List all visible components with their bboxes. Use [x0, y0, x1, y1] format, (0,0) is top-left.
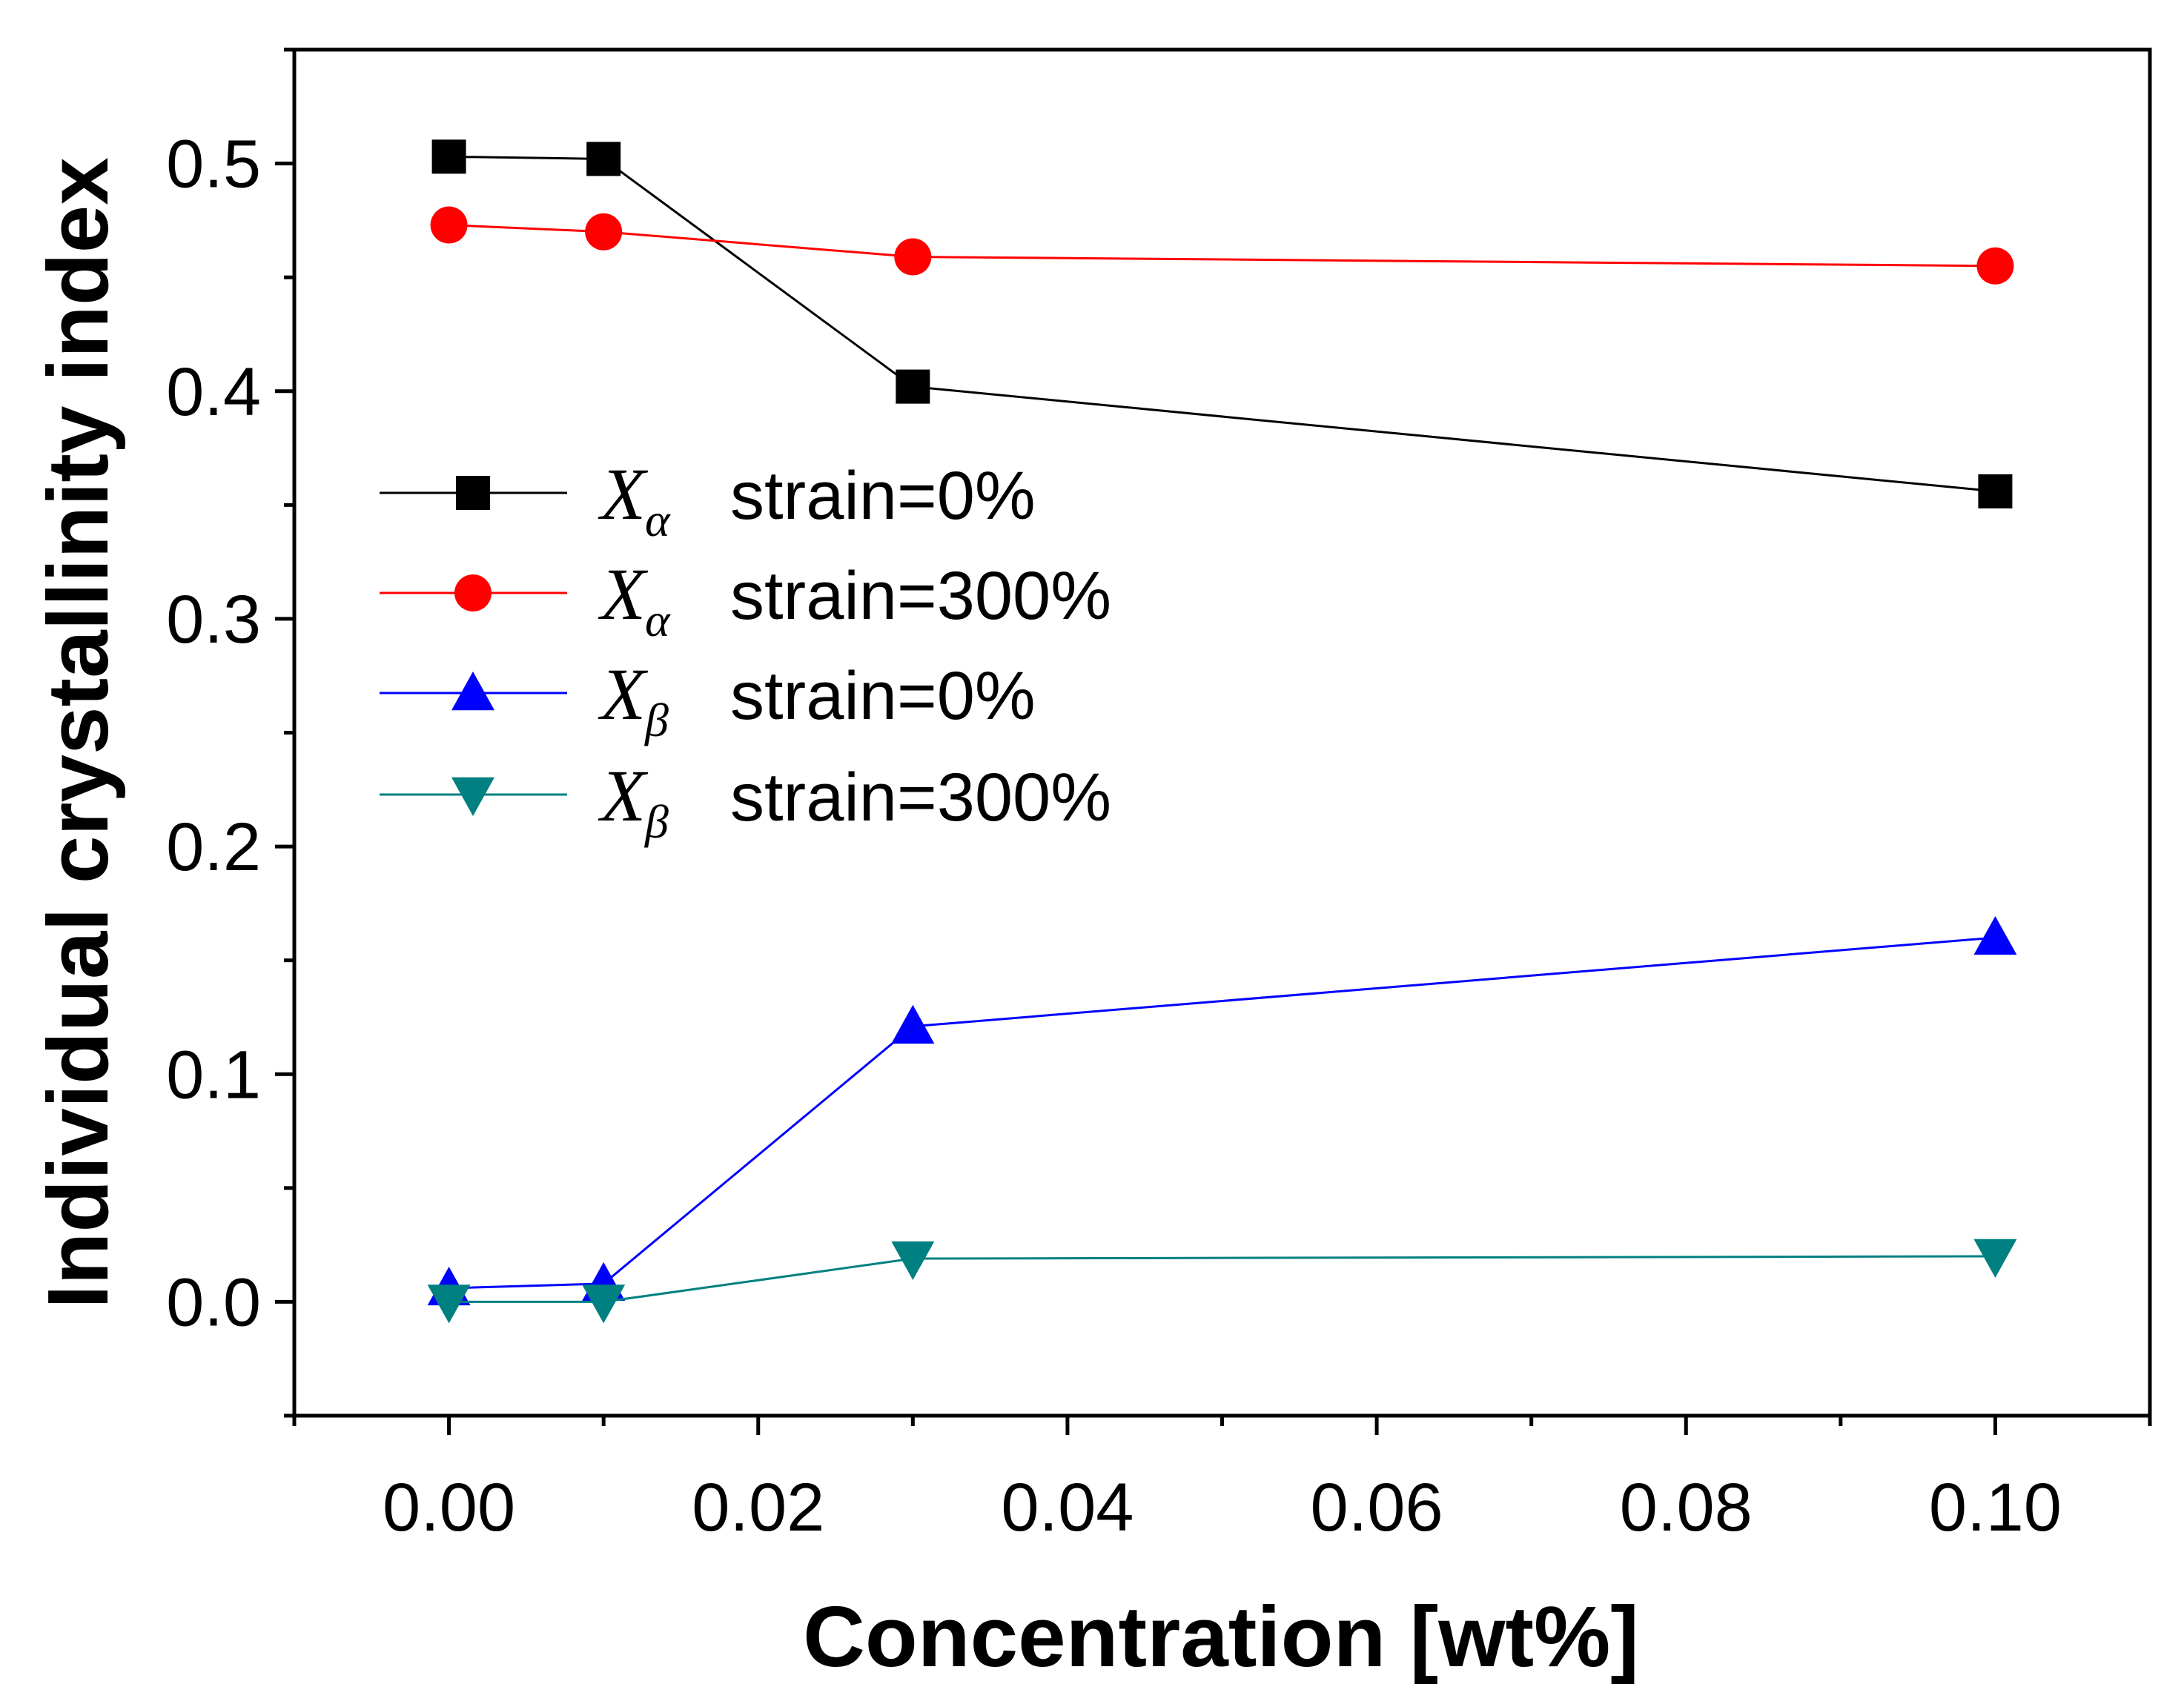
data-point: [586, 142, 621, 176]
plot-frame: [292, 47, 2152, 1418]
data-point: [1976, 247, 2014, 285]
series-line: [449, 936, 1996, 1290]
legend-symbol: X: [598, 553, 649, 635]
series-0: [431, 139, 2013, 508]
y-tick-labels: 0.0 0.1 0.2 0.3 0.4 0.5: [166, 127, 261, 1341]
x-tick-label: 0.02: [692, 1470, 824, 1545]
axis-ticks: [275, 47, 2152, 1435]
x-tick-label: 0.06: [1311, 1470, 1443, 1545]
legend-item-0: Xα strain=0%: [380, 453, 1036, 546]
y-tick-label: 0.1: [166, 1037, 261, 1113]
series-layer: [427, 139, 2017, 1324]
legend-symbol: X: [598, 453, 649, 535]
legend-marker: [451, 672, 494, 711]
series-line: [449, 1255, 1996, 1303]
x-tick-label: 0.10: [1929, 1470, 2062, 1545]
x-tick-label: 0.00: [383, 1470, 515, 1545]
legend-label: strain=0%: [730, 658, 1036, 734]
legend-marker: [454, 574, 492, 611]
data-point: [1973, 915, 2017, 955]
legend-symbol: X: [598, 755, 649, 837]
x-tick-label: 0.08: [1620, 1470, 1753, 1545]
legend-item-1: Xα strain=300%: [380, 553, 1111, 646]
data-point: [582, 1284, 626, 1324]
legend-marker: [456, 476, 490, 510]
legend-subscript: α: [645, 494, 671, 546]
series-line: [449, 224, 1996, 268]
legend-subscript: α: [645, 594, 671, 646]
data-point: [430, 206, 468, 244]
y-tick-label: 0.4: [166, 354, 261, 430]
series-1: [430, 206, 2014, 285]
y-tick-label: 0.5: [166, 127, 261, 202]
legend-item-3: Xβ strain=300%: [380, 755, 1111, 848]
legend-label: strain=0%: [730, 458, 1036, 534]
x-tick-label: 0.04: [1001, 1470, 1134, 1545]
data-point: [1978, 474, 2013, 508]
data-point: [427, 1284, 471, 1324]
data-point: [894, 238, 932, 276]
legend-subscript: β: [643, 795, 669, 848]
series-3: [427, 1239, 2017, 1324]
y-tick-label: 0.0: [166, 1264, 261, 1340]
legend-marker: [451, 777, 494, 816]
y-tick-label: 0.3: [166, 582, 261, 657]
legend-label: strain=300%: [730, 760, 1111, 835]
data-point: [891, 1241, 935, 1281]
data-point: [891, 1004, 935, 1044]
legend-item-2: Xβ strain=0%: [380, 653, 1036, 746]
legend: Xα strain=0% Xα strain=300% Xβ strain=0% Xβ str…: [380, 453, 1111, 848]
series-2: [427, 915, 2017, 1306]
legend-symbol: X: [598, 653, 649, 735]
y-axis-title: Individual crystallinity index: [30, 157, 126, 1309]
legend-label: strain=300%: [730, 558, 1111, 634]
data-point: [896, 369, 930, 404]
y-tick-label: 0.2: [166, 809, 261, 885]
data-point: [431, 139, 466, 174]
x-tick-labels: 0.00 0.02 0.04 0.06 0.08 0.10: [383, 1470, 2062, 1545]
x-axis-title: Concentration [wt%]: [803, 1588, 1639, 1685]
data-point: [1973, 1239, 2017, 1278]
series-line: [449, 155, 1996, 493]
legend-subscript: β: [643, 694, 669, 746]
data-point: [585, 213, 623, 251]
